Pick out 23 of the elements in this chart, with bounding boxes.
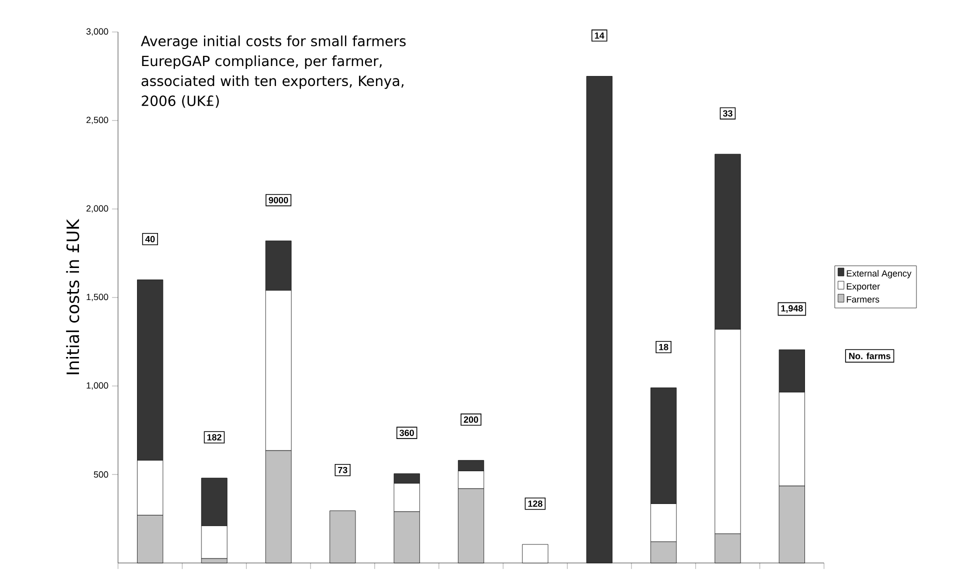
annotation: 128 [528,500,542,507]
legend-label: External Agency [846,270,912,278]
annotation: 40 [145,236,155,242]
y-tick-label: 2,000 [86,205,108,213]
y-axis-title: Initial costs in £UK [66,218,80,374]
y-tick-label: 1,500 [86,294,108,302]
y-tick-label: 500 [94,471,108,478]
annotation: 9000 [268,196,288,204]
annotation: 360 [400,430,414,436]
annotation: 1,948 [781,305,803,313]
y-tick-label: 2,500 [86,116,108,124]
legend-label: Farmers [846,296,880,303]
text: Average initial costs for small farmers EurepGAP compliance, per farmer, associated with ten exporters, Kenya, 2006 (UK£) [140,36,406,108]
text: No. farms [849,352,890,360]
annotation: 200 [464,416,478,423]
annotation: 14 [594,32,604,39]
annotation: 33 [722,110,732,117]
annotation: 18 [659,344,668,350]
y-tick-label: 1,000 [86,382,108,390]
annotation: 182 [207,434,222,440]
legend-label: Exporter [846,283,880,292]
annotation: 73 [338,466,348,474]
y-tick-label: 3,000 [86,28,108,36]
